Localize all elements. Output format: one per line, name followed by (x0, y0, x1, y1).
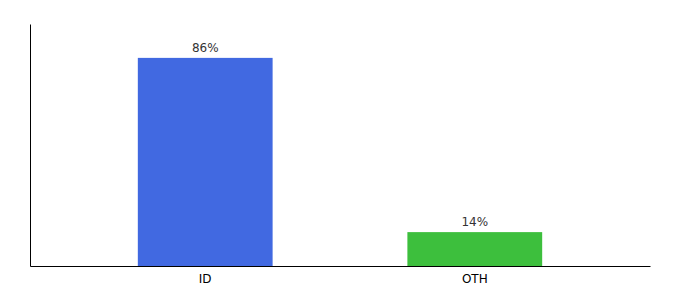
data-label: 86% (192, 41, 219, 55)
plot-area: 86% 14% ID OTH (31, 25, 651, 286)
chart-svg: 86% 14% ID OTH (0, 0, 680, 300)
bar (138, 58, 273, 266)
bar (407, 232, 542, 266)
x-axis-line (31, 266, 651, 267)
y-axis (30, 25, 31, 267)
data-label: 14% (461, 215, 488, 229)
bars (138, 58, 542, 266)
x-tick: OTH (462, 272, 488, 286)
data-labels: 86% 14% (192, 41, 488, 229)
chart-container: 86% 14% ID OTH (0, 0, 680, 300)
x-tick: ID (199, 272, 212, 286)
y-axis-line (30, 25, 31, 267)
x-axis: ID OTH (31, 267, 651, 286)
x-tick-label: OTH (462, 272, 488, 286)
x-tick-label: ID (199, 272, 212, 286)
